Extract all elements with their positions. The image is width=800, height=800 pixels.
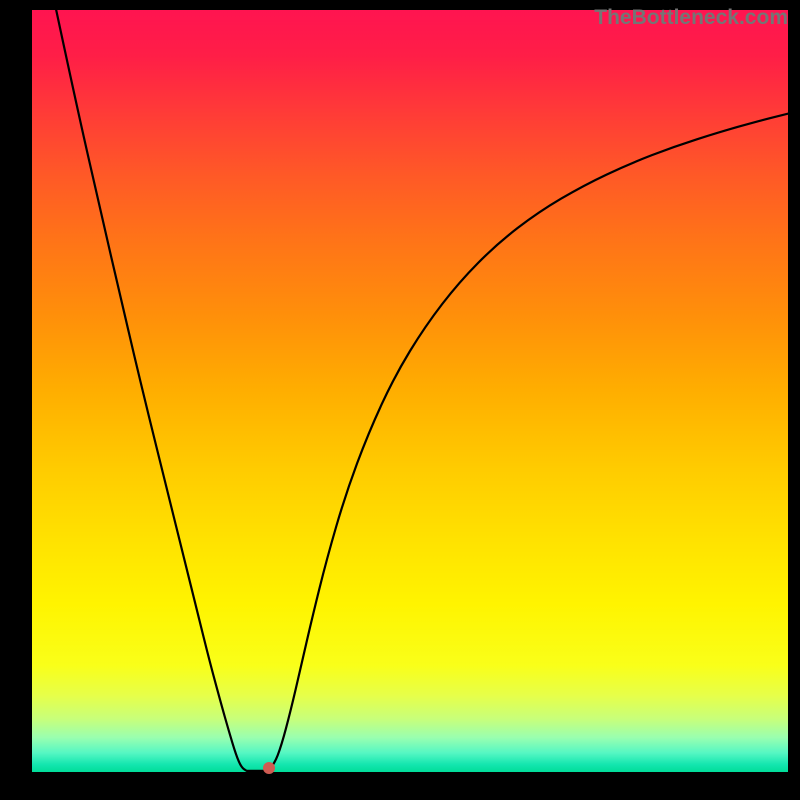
chart-canvas: TheBottleneck.com	[0, 0, 800, 800]
optimal-point-marker	[263, 762, 275, 774]
curve-path	[56, 10, 788, 771]
bottleneck-curve	[32, 10, 788, 772]
plot-area	[32, 10, 788, 772]
watermark-text: TheBottleneck.com	[594, 6, 788, 30]
